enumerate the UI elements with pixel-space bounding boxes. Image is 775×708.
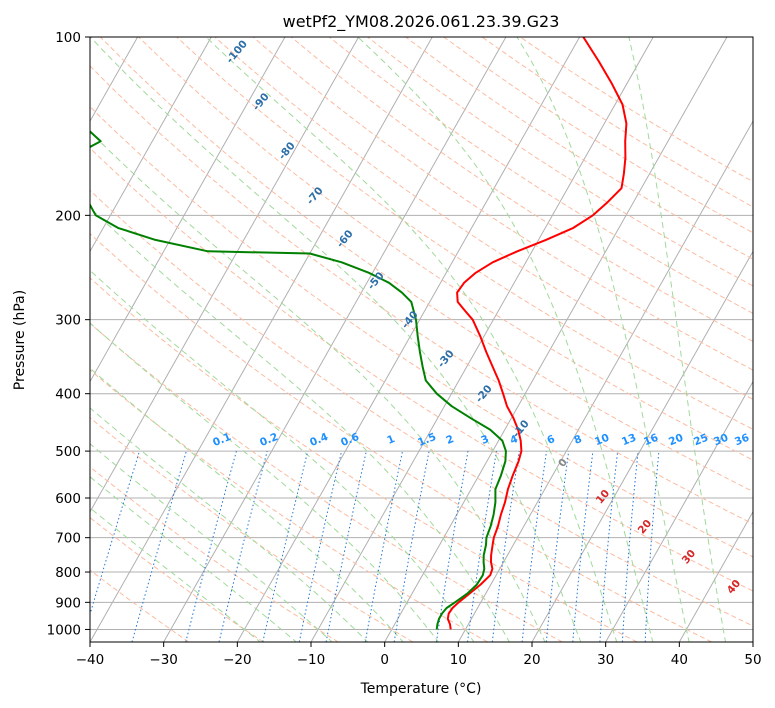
dry-adiabat-line bbox=[290, 37, 753, 343]
x-tick-label: −30 bbox=[149, 652, 178, 668]
moist-adiabat-line bbox=[90, 269, 475, 642]
isotherm-line bbox=[236, 37, 581, 642]
isotherm-line bbox=[90, 37, 286, 383]
y-tick-label: 500 bbox=[55, 444, 81, 460]
y-tick-label: 1000 bbox=[47, 622, 81, 638]
mixing-ratio-label: 8 bbox=[572, 433, 583, 447]
y-tick-label: 800 bbox=[55, 565, 81, 581]
mixing-ratio-label: 10 bbox=[593, 432, 611, 449]
y-tick-label: 400 bbox=[55, 387, 81, 403]
isotherm-line bbox=[90, 37, 433, 642]
x-tick-label: −40 bbox=[76, 652, 105, 668]
mixing-ratio-line bbox=[621, 451, 639, 642]
mixing-ratio-label: 16 bbox=[642, 432, 660, 449]
dry-adiabat-line bbox=[328, 37, 753, 314]
y-tick-label: 100 bbox=[55, 30, 81, 46]
moist-adiabat-line bbox=[205, 37, 618, 642]
dry-adiabat-line bbox=[90, 569, 190, 642]
temperature-profile-line bbox=[446, 37, 628, 630]
mixing-ratio-label: 13 bbox=[620, 432, 638, 449]
x-tick-label: 50 bbox=[744, 652, 761, 668]
isotherm-line bbox=[163, 37, 507, 642]
dry-adiabat-line bbox=[367, 37, 753, 287]
isotherm-line bbox=[90, 37, 360, 513]
mixing-ratio-line bbox=[572, 451, 594, 642]
mixing-ratio-label: 2 bbox=[444, 433, 455, 447]
y-tick-label: 600 bbox=[55, 491, 81, 507]
moist-adiabat-line bbox=[357, 37, 654, 642]
mixing-ratio-label: 4 bbox=[508, 433, 519, 447]
mixing-ratio-label: 3 bbox=[479, 433, 490, 447]
mixing-ratio-line bbox=[491, 451, 520, 642]
x-tick-label: 30 bbox=[597, 652, 614, 668]
mixing-ratio-label: 25 bbox=[692, 432, 710, 449]
mixing-ratio-label: 1 bbox=[385, 433, 396, 447]
moist-adiabat-line bbox=[628, 37, 727, 642]
background-lines bbox=[90, 37, 753, 642]
plot-area bbox=[90, 37, 753, 642]
x-tick-label: 40 bbox=[671, 652, 688, 668]
moist-adiabat-line bbox=[90, 443, 333, 642]
mixing-ratio-label: 36 bbox=[733, 432, 751, 449]
moist-adiabat-line bbox=[90, 407, 369, 642]
x-tick-label: 0 bbox=[380, 652, 389, 668]
y-tick-label: 200 bbox=[55, 208, 81, 224]
x-tick-label: −20 bbox=[223, 652, 252, 668]
mixing-ratio-label: 20 bbox=[667, 432, 685, 449]
mixing-ratio-line bbox=[131, 450, 187, 642]
dry-adiabat-line bbox=[90, 189, 753, 627]
dry-adiabat-line bbox=[90, 417, 414, 642]
mixing-ratio-line bbox=[545, 451, 570, 642]
y-tick-label: 700 bbox=[55, 531, 81, 547]
isotherm-line bbox=[531, 250, 753, 642]
y-axis-label: Pressure (hPa) bbox=[12, 290, 28, 390]
isotherm-line bbox=[90, 37, 212, 253]
x-tick-label: −10 bbox=[297, 652, 326, 668]
mixing-ratio-line bbox=[599, 451, 619, 642]
moist-adiabat-line bbox=[90, 37, 582, 642]
dry-adiabat-line bbox=[90, 516, 264, 642]
x-tick-label: 10 bbox=[450, 652, 467, 668]
isotherm-line bbox=[384, 37, 728, 642]
dry-adiabat-line bbox=[176, 37, 753, 430]
isotherm-line bbox=[457, 120, 753, 642]
y-tick-label: 900 bbox=[55, 595, 81, 611]
y-tick-label: 300 bbox=[55, 313, 81, 329]
mixing-ratio-line bbox=[262, 450, 309, 642]
dry-adiabat-line bbox=[90, 147, 753, 592]
moist-adiabat-line bbox=[516, 37, 690, 642]
mixing-ratio-line bbox=[185, 450, 237, 642]
isotherm-line bbox=[678, 510, 753, 642]
mixing-ratio-line bbox=[218, 450, 268, 642]
dry-adiabat-line bbox=[90, 277, 638, 642]
dry-adiabat-line bbox=[90, 369, 488, 642]
axis-ticks: −40 −30 −20 −10 0 10 20 30 40 50 100 200 300 400 500 60… bbox=[47, 30, 762, 668]
dry-adiabat-line bbox=[90, 105, 753, 558]
mixing-ratio-label: 6 bbox=[545, 433, 556, 447]
mixing-ratio-line bbox=[467, 451, 497, 642]
x-tick-label: 20 bbox=[523, 652, 540, 668]
x-axis-label: Temperature (°C) bbox=[360, 681, 482, 697]
isotherm-line bbox=[605, 380, 753, 642]
dry-adiabat-line bbox=[90, 65, 753, 525]
mixing-ratio-line bbox=[298, 450, 343, 642]
plot-frame bbox=[89, 36, 754, 643]
dry-adiabat-line bbox=[138, 37, 753, 461]
chart-title: wetPf2_YM08.2026.061.23.39.G23 bbox=[283, 12, 560, 32]
dry-adiabat-line bbox=[90, 233, 712, 642]
mixing-ratio-line bbox=[521, 451, 548, 642]
moist-adiabat-line bbox=[90, 322, 440, 642]
mixing-ratio-label: 30 bbox=[712, 432, 730, 449]
